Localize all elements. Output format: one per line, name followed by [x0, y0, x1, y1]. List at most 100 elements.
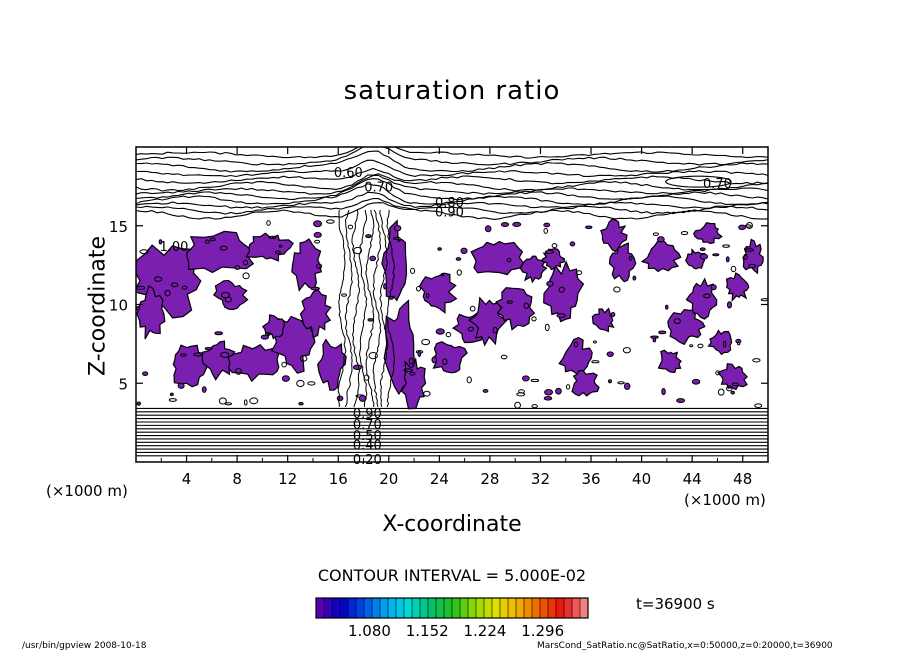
contour-speckle — [500, 354, 508, 360]
contour-speckle — [697, 343, 704, 349]
contour-speckle — [732, 382, 739, 387]
contour-speckle — [544, 250, 555, 254]
contour-label: 0.70 — [353, 418, 382, 433]
contour-speckle — [652, 232, 659, 236]
contour-speckle — [409, 267, 416, 274]
contour-speckle — [316, 263, 323, 269]
contour-speckle — [592, 340, 597, 344]
z-unit-label: (×1000 m) — [46, 482, 128, 500]
contour-speckle — [415, 286, 421, 292]
contour-speckle — [522, 375, 530, 382]
contour-speckle — [393, 236, 401, 241]
colorbar-segment — [380, 598, 389, 618]
colorbar-segment — [500, 598, 509, 618]
colorbar-segment — [332, 598, 341, 618]
contour-speckle — [591, 360, 600, 364]
contour-speckle — [722, 340, 727, 348]
contour-line — [344, 209, 353, 408]
x-tick-label: 28 — [480, 470, 499, 488]
contour-speckle — [442, 358, 448, 365]
colorbar-segment — [356, 598, 365, 618]
shaded-region — [640, 240, 682, 273]
contour-speckle — [204, 239, 211, 244]
contour-speckle — [296, 379, 305, 388]
contour-speckle — [516, 392, 526, 397]
contour-speckle — [408, 357, 414, 365]
contour-line — [136, 150, 768, 173]
colorbar-segment — [540, 598, 549, 618]
contour-speckle — [204, 347, 213, 351]
contour-label: 0.70 — [703, 177, 732, 192]
shaded-region — [245, 232, 294, 262]
contour-speckle — [514, 401, 521, 409]
contour-speckle — [353, 246, 363, 255]
shaded-region — [468, 296, 508, 347]
contour-speckle — [628, 255, 633, 261]
colorbar-segment — [412, 598, 421, 618]
contour-speckle — [299, 355, 308, 362]
contour-speckle — [435, 328, 445, 335]
contour-speckle — [730, 390, 735, 395]
contour-speckle — [169, 392, 174, 397]
colorbar-segment — [436, 598, 445, 618]
contour-speckle — [201, 386, 207, 393]
shaded-region — [742, 238, 764, 275]
contour-speckle — [726, 301, 733, 309]
contour-speckle — [314, 239, 321, 244]
contour-speckle — [367, 318, 374, 322]
contour-labels: 0.600.700.800.900.701.000.900.700.500.40… — [159, 166, 731, 468]
contour-speckle — [170, 282, 179, 288]
shaded-region — [494, 287, 536, 331]
contour-speckle — [710, 284, 717, 291]
contour-speckle — [689, 344, 694, 348]
contour-speckle — [220, 351, 230, 358]
contour-line — [136, 147, 768, 166]
contour-speckle — [715, 370, 721, 376]
contour-line — [136, 178, 768, 201]
contour-line — [379, 209, 389, 407]
contour-speckle — [607, 379, 612, 384]
contour-speckle — [543, 396, 553, 401]
contour-speckle — [544, 323, 550, 332]
contour-speckle — [139, 249, 149, 255]
contour-interval: CONTOUR INTERVAL = 5.000E-02 — [317, 566, 587, 585]
shaded-region — [212, 279, 249, 311]
contour-speckle — [531, 316, 537, 322]
contour-speckle — [467, 326, 474, 332]
colorbar-segment — [324, 598, 333, 618]
shaded-region — [558, 336, 593, 376]
contour-speckle — [298, 402, 304, 406]
contour-line — [136, 159, 768, 178]
colorbar-segment — [508, 598, 517, 618]
contour-speckle — [575, 270, 583, 276]
contour-speckle — [748, 263, 756, 269]
contour-speckle — [423, 390, 431, 397]
colorbar-tick-label: 1.152 — [405, 622, 449, 640]
colorbar-segment — [404, 598, 413, 618]
colorbar-labels: 1.080 1.152 1.224 1.296 — [348, 622, 574, 640]
shaded-region — [608, 242, 637, 283]
shaded-region — [299, 288, 332, 339]
contour-speckle — [219, 245, 228, 251]
contour-line — [136, 191, 768, 209]
contour-speckle — [460, 247, 468, 255]
contour-speckle — [754, 403, 763, 408]
contour-speckle — [455, 257, 462, 261]
colorbar-segment — [388, 598, 397, 618]
colorbar-segment — [444, 598, 453, 618]
contour-label: 0.40 — [353, 439, 382, 454]
shaded-region — [707, 329, 733, 356]
contour-speckle — [673, 318, 681, 325]
contour-label: 0.80 — [435, 196, 464, 211]
shaded-region — [317, 338, 347, 391]
shaded-region — [657, 349, 682, 374]
colorbar-segment — [396, 598, 405, 618]
x-tick-label: 16 — [329, 470, 348, 488]
contour-label: 0.90 — [353, 407, 382, 422]
contour-speckle — [274, 250, 281, 255]
contour-speckle — [558, 286, 565, 293]
contour-speckle — [264, 332, 272, 336]
contour-speckle — [746, 221, 753, 229]
contour-speckle — [181, 285, 188, 290]
contour-speckle — [506, 258, 512, 263]
